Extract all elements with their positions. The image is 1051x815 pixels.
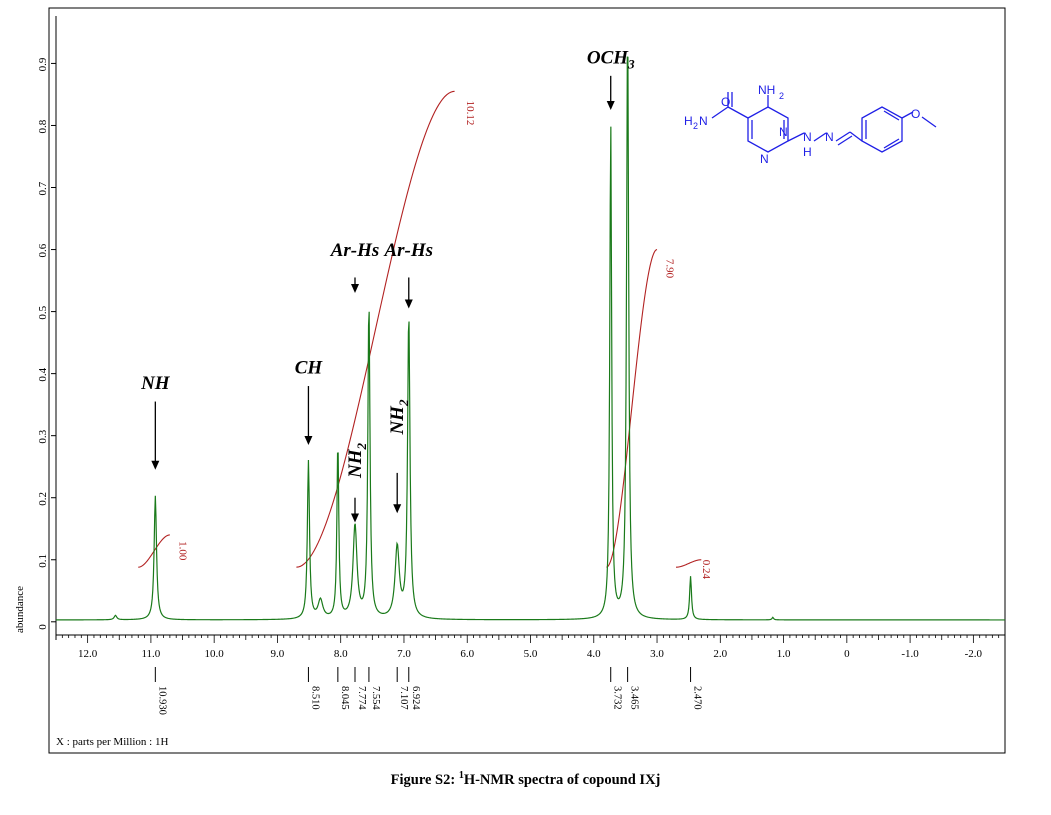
- plot-frame: [48, 7, 1006, 754]
- spectrum-line: [56, 56, 1005, 621]
- assignment-arrow-head: [151, 460, 160, 470]
- x-tick-label: 2.0: [713, 648, 727, 660]
- svg-text:NH: NH: [758, 83, 775, 97]
- assignment-subscript: 2: [396, 399, 411, 407]
- peak-position-label: 8.045: [339, 686, 350, 710]
- assignment-annotation: OCH3: [587, 47, 635, 110]
- svg-text:N: N: [803, 130, 812, 144]
- assignment-arrow-head: [304, 435, 313, 445]
- integral-curves: 1.00 10.12 7.90 0.24: [138, 90, 712, 580]
- y-tick-label: 0.3: [37, 429, 49, 443]
- x-tick-label: 11.0: [141, 648, 160, 660]
- y-tick-label: 0.5: [37, 305, 49, 319]
- peak-position-label: 7.554: [370, 686, 381, 710]
- chemical-structure: [711, 92, 937, 153]
- y-tick-label: 0.4: [37, 367, 49, 381]
- assignment-label: NH2: [387, 399, 411, 436]
- figure-caption: Figure S2: 1H-NMR spectra of copound IXj: [0, 770, 1051, 789]
- x-axis-unit-label: X : parts per Million : 1H: [56, 736, 168, 748]
- y-tick-label: 0.6: [37, 243, 49, 257]
- assignment-annotation: Ar-Hs: [383, 240, 433, 309]
- svg-text:N: N: [699, 114, 708, 128]
- x-tick-label: 0: [844, 648, 850, 660]
- x-tick-label: -1.0: [901, 648, 919, 660]
- caption-prefix: Figure S2:: [390, 771, 459, 788]
- x-tick-label: 12.0: [78, 648, 98, 660]
- assignment-label: NH: [140, 373, 171, 394]
- svg-text:N: N: [760, 152, 769, 166]
- integral-curve: [606, 249, 658, 568]
- assignment-arrow-head: [350, 513, 359, 523]
- peak-labels: 10.930 8.510 8.045 7.774 7.554 7.107 6.924 3.73…: [154, 667, 703, 715]
- x-axis: 12.0 11.0 10.0 9.0 8.0 7.0 6.0 5.0 4.0 3.0 2.0 1.0 0…: [55, 634, 1006, 660]
- assignment-subscript: 3: [627, 56, 635, 71]
- chemical-structure-atoms: O NH 2 H 2 N N N N H N O: [684, 83, 920, 166]
- svg-text:N: N: [825, 130, 834, 144]
- assignment-subscript: 2: [354, 442, 369, 450]
- assignment-label: OCH3: [587, 47, 635, 71]
- integral-curve: [296, 90, 455, 568]
- svg-text:N: N: [779, 125, 788, 139]
- assignment-annotation: Ar-Hs: [330, 240, 380, 293]
- peak-position-label: 3.465: [629, 686, 640, 710]
- peak-position-label: 7.107: [398, 686, 409, 710]
- caption-superscript: 1: [458, 770, 464, 781]
- x-tick-label: 3.0: [650, 648, 664, 660]
- x-tick-label: 5.0: [524, 648, 538, 660]
- x-tick-label: 4.0: [587, 648, 601, 660]
- peak-position-label: 2.470: [692, 686, 703, 710]
- y-tick-label: 0.8: [37, 119, 49, 133]
- x-tick-label: 7.0: [397, 648, 411, 660]
- x-tick-label: 9.0: [271, 648, 285, 660]
- peak-position-label: 8.510: [309, 686, 320, 710]
- y-axis-title: abundance: [14, 586, 26, 633]
- peak-position-label: 7.774: [356, 686, 367, 710]
- peak-position-label: 10.930: [156, 686, 167, 715]
- spectrum: [56, 56, 1005, 621]
- y-axis: 0 0.1 0.2 0.3 0.4 0.5 0.6 0.7 0.8 0.9: [37, 16, 57, 640]
- integral-label: 7.90: [664, 259, 676, 279]
- peak-assignments: NH CH Ar-Hs Ar-Hs NH2 NH2 OCH3: [140, 47, 635, 523]
- svg-text:2: 2: [693, 121, 698, 131]
- x-tick-label: 8.0: [334, 648, 348, 660]
- y-tick-label: 0: [37, 624, 49, 630]
- assignment-arrow-head: [350, 283, 359, 293]
- assignment-arrow-head: [404, 299, 413, 309]
- svg-text:H: H: [803, 145, 812, 159]
- svg-text:O: O: [721, 95, 730, 109]
- assignment-annotation: NH2: [345, 442, 369, 523]
- assignment-arrow-head: [393, 504, 402, 514]
- integral-label: 0.24: [700, 560, 712, 580]
- assignment-arrow-head: [606, 100, 615, 110]
- peak-position-label: 3.732: [612, 686, 623, 710]
- peak-position-label: 6.924: [410, 686, 421, 710]
- assignment-annotation: NH: [140, 373, 171, 470]
- svg-text:2: 2: [779, 91, 784, 101]
- svg-text:H: H: [684, 114, 693, 128]
- svg-text:O: O: [911, 107, 920, 121]
- x-tick-label: 6.0: [460, 648, 474, 660]
- x-tick-label: 10.0: [205, 648, 225, 660]
- integral-curve: [676, 559, 702, 568]
- y-tick-label: 0.1: [37, 554, 49, 568]
- y-tick-label: 0.7: [37, 181, 49, 195]
- y-tick-label: 0.9: [37, 57, 49, 71]
- assignment-label: Ar-Hs: [383, 240, 433, 261]
- caption-text: H-NMR spectra of copound IXj: [463, 771, 661, 788]
- integral-label: 10.12: [464, 101, 476, 126]
- y-tick-label: 0.2: [37, 492, 49, 506]
- assignment-annotation: NH2: [387, 399, 411, 514]
- assignment-label: Ar-Hs: [330, 240, 380, 261]
- x-tick-label: 1.0: [777, 648, 791, 660]
- integral-label: 1.00: [176, 541, 188, 561]
- assignment-annotation: CH: [295, 358, 324, 445]
- assignment-label: CH: [295, 358, 324, 379]
- x-tick-label: -2.0: [965, 648, 983, 660]
